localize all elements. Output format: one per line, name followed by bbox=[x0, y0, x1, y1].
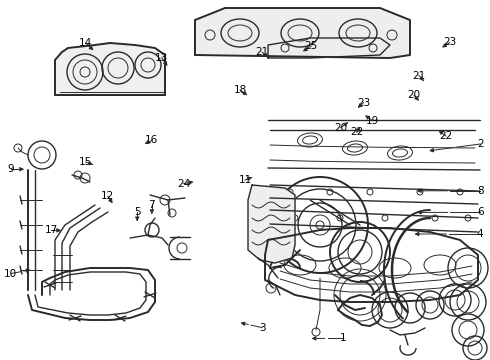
Text: 17: 17 bbox=[45, 225, 58, 235]
Text: 25: 25 bbox=[304, 41, 318, 51]
Polygon shape bbox=[195, 8, 410, 58]
Text: 10: 10 bbox=[4, 269, 17, 279]
Text: 12: 12 bbox=[101, 191, 115, 201]
Polygon shape bbox=[248, 185, 295, 263]
Text: 23: 23 bbox=[443, 37, 457, 48]
Polygon shape bbox=[55, 43, 165, 95]
Text: 15: 15 bbox=[79, 157, 93, 167]
Text: 22: 22 bbox=[350, 127, 364, 138]
Text: 7: 7 bbox=[148, 200, 155, 210]
Text: 20: 20 bbox=[334, 123, 347, 133]
Text: 4: 4 bbox=[477, 229, 484, 239]
Text: 1: 1 bbox=[340, 333, 346, 343]
Text: 20: 20 bbox=[408, 90, 420, 100]
Text: 19: 19 bbox=[366, 116, 379, 126]
Text: 9: 9 bbox=[7, 164, 14, 174]
Text: 18: 18 bbox=[233, 85, 247, 95]
Text: 11: 11 bbox=[238, 175, 252, 185]
Text: 24: 24 bbox=[177, 179, 191, 189]
Text: 3: 3 bbox=[259, 323, 266, 333]
Text: 13: 13 bbox=[155, 53, 169, 63]
Text: 2: 2 bbox=[477, 139, 484, 149]
Text: 5: 5 bbox=[134, 207, 141, 217]
Text: 8: 8 bbox=[477, 186, 484, 196]
Text: 22: 22 bbox=[439, 131, 453, 141]
Text: 21: 21 bbox=[412, 71, 426, 81]
Text: 23: 23 bbox=[357, 98, 370, 108]
Text: 16: 16 bbox=[145, 135, 159, 145]
Text: 14: 14 bbox=[79, 38, 93, 48]
Text: 21: 21 bbox=[255, 47, 269, 57]
Text: 6: 6 bbox=[477, 207, 484, 217]
